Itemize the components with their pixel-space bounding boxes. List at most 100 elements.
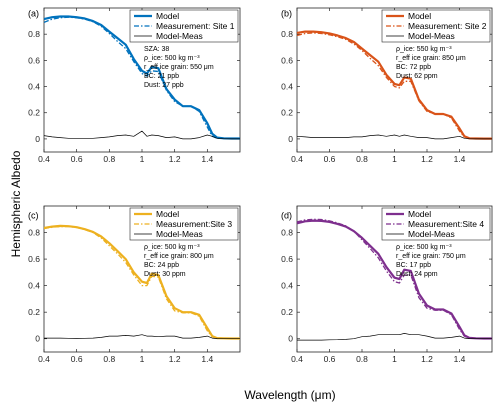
panel-b: (b) 0.4 0.6 0.8 1 1.2 1.4 0 0.2 0.4 0.6 0.8 ModelMea… (281, 7, 493, 164)
y-tick-label: 0.6 (28, 55, 40, 65)
y-tick-label: 0.4 (281, 82, 293, 92)
y-tick-label: 0.6 (281, 55, 293, 65)
y-tick-label: 0 (288, 334, 293, 344)
legend-entry: Model (156, 209, 179, 219)
series-line-model (296, 219, 492, 340)
x-axis-label: Wavelength (μm) (244, 388, 335, 402)
y-tick-label: 0.4 (28, 281, 40, 291)
legend-entry: Model-Meas (408, 31, 455, 41)
series-line-difference (44, 334, 240, 340)
annotation-block: SZA: 38 ρ_ice: 500 kg m⁻³ r_eff ice grain:… (144, 46, 214, 89)
legend-entry: Measurement:Site 3 (156, 219, 232, 229)
legend-entry: Model (156, 11, 179, 21)
legend-entry: Measurement: Site 2 (408, 21, 487, 31)
x-tick-label: 1 (140, 354, 145, 364)
annotation-line: BC: 72 ppb (396, 64, 431, 71)
x-tick-label: 1 (392, 154, 397, 164)
series-line-measurement (43, 16, 240, 140)
annotation-line: BC: 24 ppb (144, 262, 179, 269)
y-axis-label: Hemispheric Albedo (9, 150, 23, 257)
y-tick-label: 0.2 (28, 307, 40, 317)
x-tick-label: 1.4 (454, 354, 466, 364)
series-line-measurement (296, 32, 492, 140)
annotation-line: SZA: 38 (144, 46, 169, 53)
y-tick-label: 0.4 (281, 281, 293, 291)
y-tick-label: 0 (288, 134, 293, 144)
x-tick-label: 1.4 (454, 154, 466, 164)
y-tick-label: 0.2 (28, 108, 40, 118)
annotation-line: r_eff ice grain: 850 μm (396, 55, 466, 62)
annotation-line: BC: 17 ppb (396, 262, 431, 269)
y-tick-label: 0.2 (281, 307, 293, 317)
y-tick-label: 0.4 (28, 82, 40, 92)
annotation-line: BC: 21 ppb (144, 73, 179, 80)
annotation-line: Dust: 30 ppm (144, 271, 186, 278)
x-tick-label: 0.4 (38, 154, 50, 164)
legend-entry: Model (408, 209, 431, 219)
panel-a: (a) 0.4 0.6 0.8 1 1.2 1.4 0 0.2 0.4 0.6 0.8 ModelMea… (28, 7, 241, 164)
annotation-block: ρ_ice: 500 kg m⁻³ r_eff ice grain: 800 μm… (144, 244, 214, 278)
series-line-measurement (43, 225, 240, 340)
annotation-block: ρ_ice: 550 kg m⁻³ r_eff ice grain: 850 μm… (396, 46, 466, 80)
legend-entry: Model (408, 11, 431, 21)
x-tick-label: 0.8 (356, 354, 368, 364)
x-tick-label: 1.4 (201, 354, 213, 364)
y-tick-label: 0 (35, 334, 40, 344)
x-tick-label: 1 (392, 354, 397, 364)
series-line-model (296, 30, 492, 140)
legend-entry: Model-Meas (408, 229, 455, 239)
y-tick-label: 0.8 (28, 228, 40, 238)
panel-d: (d) 0.4 0.6 0.8 1 1.2 1.4 0 0.2 0.4 0.6 0.8 ModelMea… (281, 205, 493, 364)
x-tick-label: 0.8 (356, 154, 368, 164)
legend-entry: Measurement: Site 1 (156, 21, 235, 31)
annotation-line: r_eff ice grain: 550 μm (144, 64, 214, 71)
annotation-line: ρ_ice: 500 kg m⁻³ (396, 244, 452, 251)
x-tick-label: 1 (140, 154, 145, 164)
y-tick-label: 0.2 (281, 108, 293, 118)
legend-entry: Model-Meas (156, 31, 203, 41)
annotation-line: ρ_ice: 550 kg m⁻³ (396, 46, 452, 53)
panel-label: (a) (28, 8, 39, 18)
legend-entry: Measurement:Site 4 (408, 219, 484, 229)
series-line-measurement (296, 218, 492, 340)
x-tick-label: 0.6 (71, 154, 83, 164)
panel-label: (c) (28, 210, 39, 220)
annotation-line: ρ_ice: 500 kg m⁻³ (144, 55, 200, 62)
y-tick-label: 0.6 (281, 254, 293, 264)
x-tick-label: 0.6 (324, 354, 336, 364)
y-tick-label: 0 (35, 134, 40, 144)
x-tick-label: 0.4 (38, 354, 50, 364)
annotation-line: r_eff ice grain: 750 μm (396, 253, 466, 260)
x-tick-label: 1.2 (421, 354, 433, 364)
x-tick-label: 0.4 (291, 354, 303, 364)
series-line-difference (297, 333, 492, 341)
series-line-difference (43, 130, 240, 140)
x-tick-label: 0.8 (103, 354, 115, 364)
series-line-model (43, 224, 240, 340)
panel-c: (c) 0.4 0.6 0.8 1 1.2 1.4 0 0.2 0.4 0.6 0.8 ModelMea… (28, 205, 241, 364)
x-tick-label: 0.8 (103, 154, 115, 164)
annotation-line: Dust: 27 ppb (144, 82, 184, 89)
x-tick-label: 0.6 (71, 354, 83, 364)
y-tick-label: 0.8 (281, 29, 293, 39)
annotation-line: ρ_ice: 500 kg m⁻³ (144, 244, 200, 251)
legend-entry: Model-Meas (156, 229, 203, 239)
x-tick-label: 1.2 (169, 354, 181, 364)
annotation-line: r_eff ice grain: 800 μm (144, 253, 214, 260)
annotation-block: ρ_ice: 500 kg m⁻³ r_eff ice grain: 750 μm… (396, 244, 466, 278)
x-tick-label: 1.2 (421, 154, 433, 164)
x-tick-label: 1.4 (201, 154, 213, 164)
annotation-line: Dust: 62 ppm (396, 73, 438, 80)
x-tick-label: 1.2 (169, 154, 181, 164)
series-line-difference (296, 134, 492, 140)
x-tick-label: 0.6 (324, 154, 336, 164)
y-tick-label: 0.6 (28, 254, 40, 264)
x-tick-label: 0.4 (291, 154, 303, 164)
panels: (a)0.4 0.6 0.8 1 1.2 1.400.20.40.60.8ModelMea… (28, 7, 493, 364)
panel-label: (d) (281, 210, 292, 220)
y-tick-label: 0.8 (281, 228, 293, 238)
